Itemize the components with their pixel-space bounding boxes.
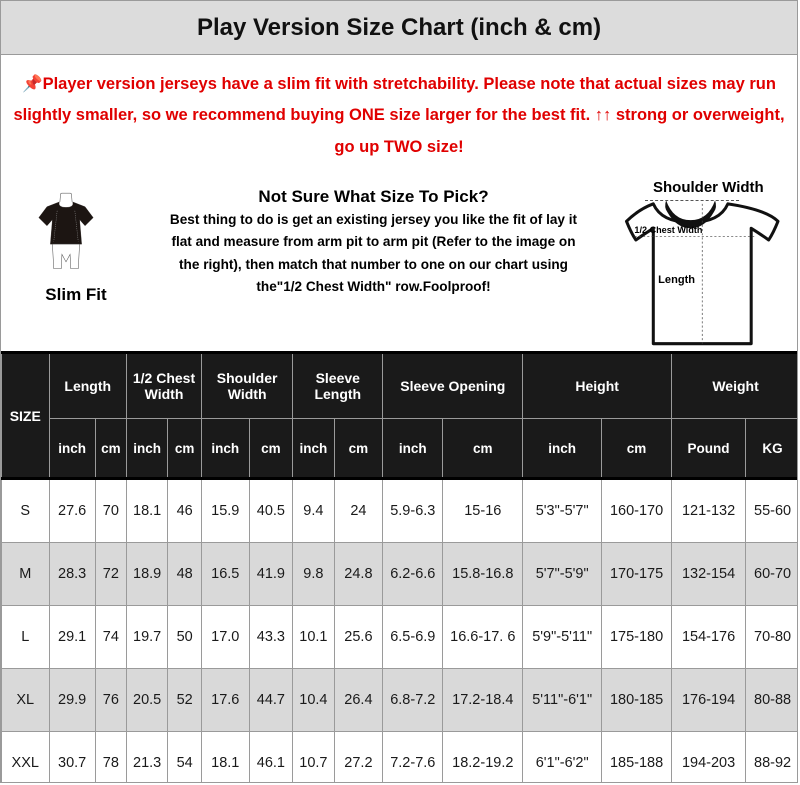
svg-text:Length: Length (658, 274, 695, 286)
svg-text:1/2 Chest Width: 1/2 Chest Width (634, 225, 702, 235)
